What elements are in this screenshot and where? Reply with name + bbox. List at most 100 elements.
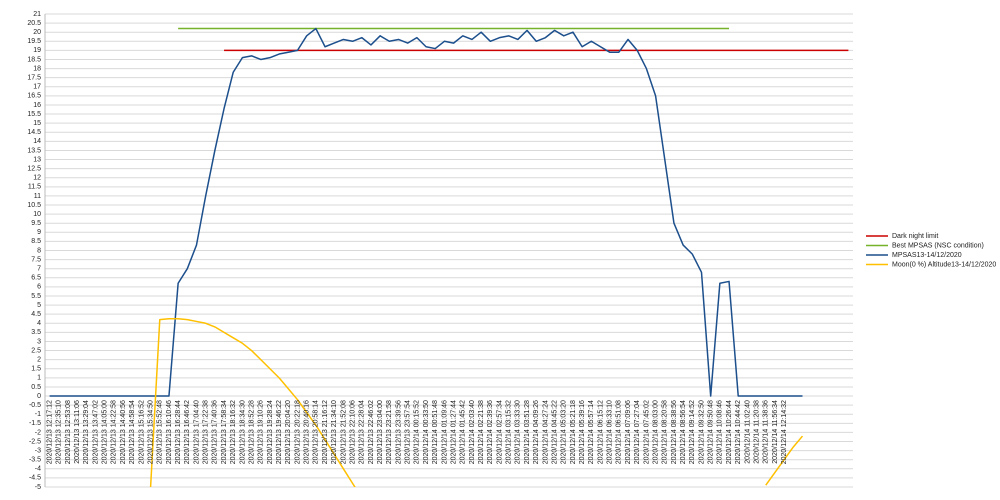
x-tick-label: 2020/12/13 17:22:38	[203, 400, 210, 464]
y-tick-label: 20.5	[27, 20, 41, 27]
x-tick-label: 2020/12/13 18:16:32	[230, 400, 237, 464]
x-tick-label: 2020/12/14 11:20:38	[753, 400, 760, 464]
x-tick-label: 2020/12/14 03:15:32	[506, 400, 513, 464]
x-tick-label: 2020/12/14 10:26:44	[726, 400, 733, 464]
y-tick-label: 9	[37, 229, 41, 236]
x-tick-label: 2020/12/14 09:32:50	[698, 400, 705, 464]
x-tick-label: 2020/12/14 01:27:44	[450, 400, 457, 464]
x-tick-label: 2020/12/14 01:45:42	[460, 400, 467, 464]
y-tick-label: -2	[35, 429, 41, 436]
x-tick-label: 2020/12/14 00:51:48	[432, 400, 439, 464]
x-tick-label: 2020/12/13 12:17:12	[46, 400, 53, 464]
x-tick-label: 2020/12/14 08:03:00	[652, 400, 659, 464]
y-tick-label: 0	[37, 393, 41, 400]
x-tick-label: 2020/12/13 19:46:22	[276, 400, 283, 464]
x-tick-label: 2020/12/14 12:14:32	[781, 400, 788, 464]
x-tick-label: 2020/12/14 06:51:08	[616, 400, 623, 464]
x-tick-label: 2020/12/14 10:08:46	[717, 400, 724, 464]
y-tick-label: 7	[37, 266, 41, 273]
x-tick-label: 2020/12/13 13:29:04	[83, 400, 90, 464]
x-tick-label: 2020/12/13 14:05:00	[102, 400, 109, 464]
x-tick-label: 2020/12/14 11:56:34	[772, 400, 779, 464]
x-tick-label: 2020/12/13 15:16:52	[138, 400, 145, 464]
x-tick-label: 2020/12/13 13:47:02	[92, 400, 99, 464]
x-tick-label: 2020/12/14 05:57:14	[588, 400, 595, 464]
y-tick-label: 18.5	[27, 56, 41, 63]
y-tick-label: 4	[37, 320, 41, 327]
y-tick-label: -5	[35, 484, 41, 491]
x-tick-label: 2020/12/13 23:57:54	[405, 400, 412, 464]
grid	[44, 13, 853, 488]
x-tick-label: 2020/12/13 17:58:34	[221, 400, 228, 464]
y-tick-label: 1.5	[31, 366, 41, 373]
x-tick-label: 2020/12/13 23:21:58	[386, 400, 393, 464]
y-tick-label: -4	[35, 466, 41, 473]
y-tick-label: 20	[33, 29, 41, 36]
x-tick-label: 2020/12/13 22:46:02	[368, 400, 375, 464]
x-tick-label: 2020/12/14 08:20:58	[662, 400, 669, 464]
x-tick-label: 2020/12/13 16:28:44	[175, 400, 182, 464]
x-tick-label: 2020/12/14 07:45:02	[643, 400, 650, 464]
x-tick-label: 2020/12/14 02:21:38	[478, 400, 485, 464]
y-tick-label: 11	[34, 193, 41, 200]
y-tick-label: 13	[33, 156, 41, 163]
x-tick-label: 2020/12/14 05:21:18	[570, 400, 577, 464]
x-tick-label: 2020/12/13 18:34:30	[239, 400, 246, 464]
y-tick-label: 6	[37, 284, 41, 291]
y-tick-label: 19.5	[27, 38, 41, 45]
x-tick-label: 2020/12/14 11:02:40	[744, 400, 751, 464]
y-tick-label: 10.5	[27, 202, 41, 209]
x-tick-label: 2020/12/14 02:39:36	[487, 400, 494, 464]
x-tick-label: 2020/12/13 21:16:12	[322, 400, 329, 464]
x-tick-label: 2020/12/14 02:57:34	[496, 400, 503, 464]
x-tick-label: 2020/12/14 06:33:10	[607, 400, 614, 464]
x-tick-label: 2020/12/13 20:40:16	[304, 400, 311, 464]
x-tick-label: 2020/12/13 15:52:48	[157, 400, 164, 464]
x-tick-label: 2020/12/14 05:03:20	[561, 400, 568, 464]
x-tick-label: 2020/12/14 09:50:48	[708, 400, 715, 464]
y-tick-label: 14.5	[27, 129, 41, 136]
x-tick-label: 2020/12/14 01:09:46	[441, 400, 448, 464]
y-tick-label: 17	[33, 84, 41, 91]
x-tick-label: 2020/12/14 05:39:16	[579, 400, 586, 464]
plot-area	[49, 27, 849, 487]
x-tick-label: 2020/12/14 09:14:52	[689, 400, 696, 464]
x-tick-label: 2020/12/14 02:03:40	[469, 400, 476, 464]
y-tick-label: 19	[33, 47, 41, 54]
x-tick-label: 2020/12/14 04:45:22	[551, 400, 558, 464]
x-tick-label: 2020/12/13 20:58:14	[313, 400, 320, 464]
y-tick-label: 4.5	[31, 311, 41, 318]
x-tick-label: 2020/12/13 17:04:40	[193, 400, 200, 464]
x-tick-label: 2020/12/13 14:40:56	[120, 400, 127, 464]
y-tick-label: 17.5	[27, 75, 41, 82]
y-tick-label: 6.5	[31, 275, 41, 282]
y-tick-label: 16.5	[27, 93, 41, 100]
y-tick-label: 10	[33, 211, 41, 218]
x-tick-label: 2020/12/13 14:22:58	[111, 400, 118, 464]
x-tick-label: 2020/12/13 21:52:08	[340, 400, 347, 464]
x-tick-label: 2020/12/14 06:15:12	[597, 400, 604, 464]
x-tick-label: 2020/12/14 04:27:24	[542, 400, 549, 464]
y-tick-label: 9.5	[31, 220, 41, 227]
y-tick-label: 1	[37, 375, 41, 382]
series-line	[149, 317, 356, 487]
x-tick-label: 2020/12/13 12:53:08	[65, 400, 72, 464]
y-tick-label: 11.5	[28, 184, 41, 191]
legend: Dark night limit Best MPSAS (NSC conditio…	[866, 233, 996, 268]
y-tick-label: 14	[33, 138, 41, 145]
series-line	[765, 435, 804, 486]
legend-label: MPSAS13-14/12/2020	[892, 252, 962, 259]
y-tick-label: 5.5	[31, 293, 41, 300]
x-tick-label: 2020/12/13 14:58:54	[129, 400, 136, 464]
x-tick-label: 2020/12/13 22:28:04	[359, 400, 366, 464]
x-tick-label: 2020/12/14 07:27:04	[634, 400, 641, 464]
y-tick-label: -4.5	[29, 475, 41, 482]
x-tick-label: 2020/12/14 03:33:30	[515, 400, 522, 464]
x-tick-label: 2020/12/13 22:10:06	[349, 400, 356, 464]
y-tick-label: 15	[33, 120, 41, 127]
y-tick-label: 5	[37, 302, 41, 309]
axis-labels: 2120.52019.51918.51817.51716.51615.51514…	[27, 11, 788, 491]
x-tick-label: 2020/12/14 10:44:42	[735, 400, 742, 464]
y-tick-label: -3.5	[29, 457, 41, 464]
